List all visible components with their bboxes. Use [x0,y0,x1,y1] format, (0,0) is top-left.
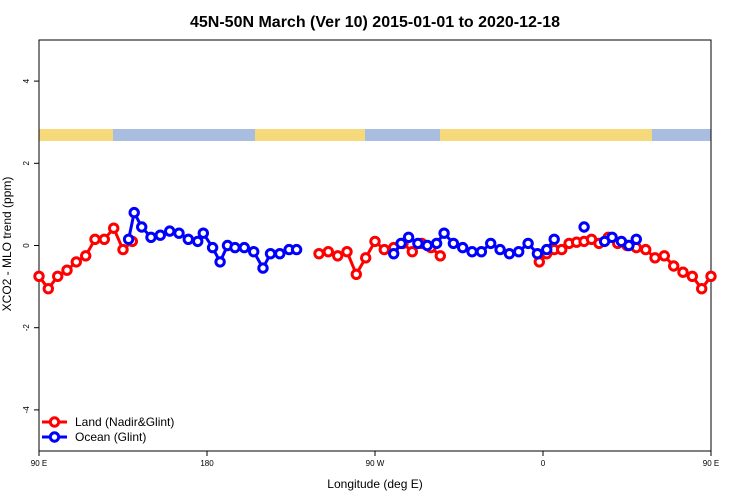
map-strip [39,129,711,141]
data-point [154,229,167,241]
y-tick-label: 0 [22,243,31,248]
data-point [649,252,661,264]
y-tick-label: -4 [22,406,31,414]
data-point [197,227,210,239]
data-point [117,243,129,256]
data-point [378,243,390,256]
data-point [108,222,120,234]
data-point [214,256,226,268]
data-point [89,233,101,246]
data-point [606,231,618,244]
data-point [434,250,446,262]
legend-land-label: Land (Nadir&Glint) [75,415,174,429]
data-point [369,235,381,248]
x-tick-label: 90 W [366,459,385,468]
x-tick-label: 180 [200,459,214,468]
data-point [395,237,407,250]
data-point [341,246,353,258]
data-point [640,243,652,256]
data-point [522,237,534,250]
x-tick-label: 90 E [703,459,719,468]
y-axis-label: XCO2 - MLO trend (ppm) [0,177,14,312]
data-point [388,248,400,260]
data-point [578,221,590,233]
y-tick-label: 4 [22,78,31,83]
data-point [61,264,73,276]
data-point [360,252,372,264]
data-point [466,246,478,258]
data-point [412,237,424,250]
y-tick-label: 2 [22,161,31,166]
chart-title: 45N-50N March (Ver 10) 2015-01-01 to 202… [190,14,560,31]
map-land-1 [255,129,365,141]
data-point [668,260,680,272]
data-point [257,262,269,274]
x-tick-label: 0 [541,459,546,468]
data-point [128,206,140,219]
data-point [513,246,525,258]
data-point [274,248,286,260]
data-point [206,241,219,254]
data-point [421,239,433,252]
data-point [531,248,544,260]
data-point [447,237,460,250]
data-point [313,248,325,260]
data-point [52,270,64,282]
data-point [42,283,54,295]
y-axis-ticks: -4 -2 0 2 4 [22,78,39,413]
data-point [164,225,176,237]
data-point [33,270,45,282]
data-point [238,241,251,254]
data-point [264,248,277,260]
data-point [70,256,83,268]
data-point [136,221,148,233]
data-point [630,233,642,246]
data-point [677,266,689,278]
data-point [494,243,506,256]
data-point [503,248,516,260]
map-land-0 [39,129,113,141]
data-point [182,233,195,246]
x-tick-label: 90 E [31,459,47,468]
data-point [548,233,560,246]
data-point [192,235,204,248]
data-point [696,283,708,295]
data-point [556,243,568,256]
data-point [705,270,717,282]
data-point [80,250,92,262]
data-point [475,246,488,258]
data-point [350,268,362,280]
data-point [229,241,241,254]
data-point [430,237,443,250]
legend: Land (Nadir&Glint) Ocean (Glint) [42,415,174,444]
data-point [623,239,635,252]
data-point [686,270,698,282]
series-layer [33,206,717,295]
legend-ocean-label: Ocean (Glint) [75,430,146,444]
data-point [438,227,450,239]
data-point [658,250,670,262]
y-tick-label: -2 [22,324,31,332]
data-point [145,231,157,244]
legend-land-marker [48,416,61,428]
data-point [406,246,418,258]
map-land-2 [440,129,652,141]
data-point [290,243,303,256]
data-point [541,243,553,256]
x-axis-ticks: 90 E 180 90 W 0 90 E [31,451,719,468]
data-point [332,250,344,262]
data-point [485,237,497,250]
x-axis-label: Longitude (deg E) [327,477,422,491]
data-point [248,246,260,258]
data-point [322,246,334,258]
legend-ocean-marker [48,431,61,443]
data-point [173,227,185,239]
data-point [98,233,111,246]
data-point [122,233,135,246]
data-point [402,231,415,244]
series-1 [122,206,642,274]
data-point [457,241,469,254]
